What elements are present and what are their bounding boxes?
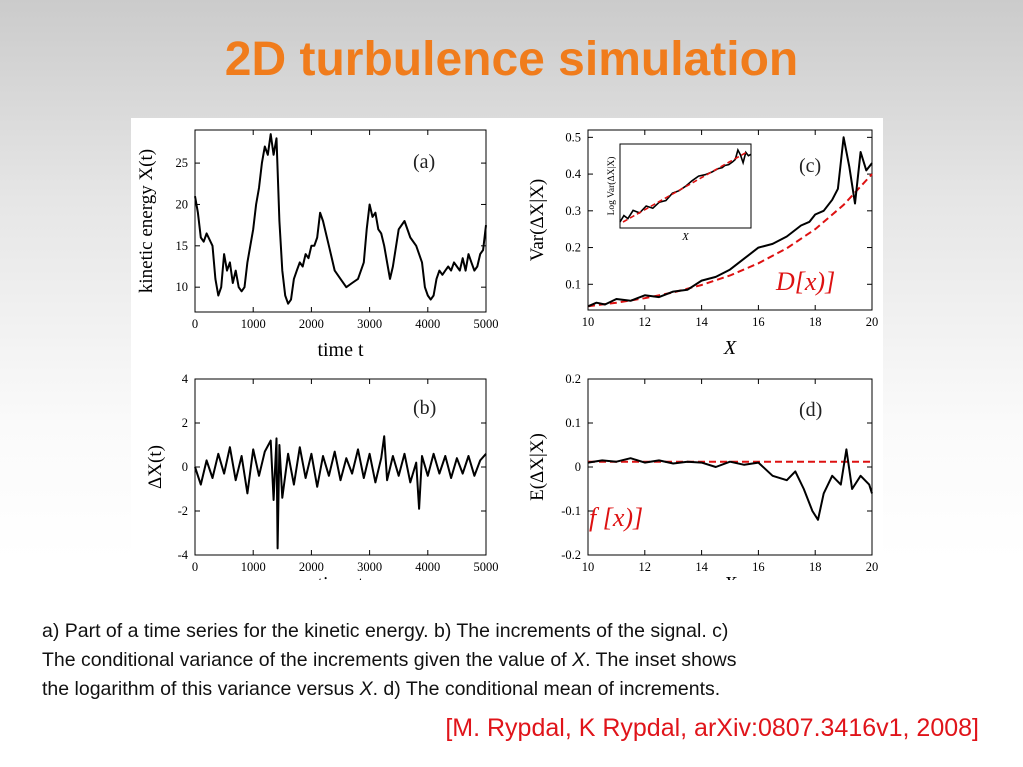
- x-tick-label-d: 20: [866, 560, 879, 574]
- panel-label-d: (d): [799, 399, 822, 421]
- x-tick-label-a: 5000: [474, 317, 499, 331]
- x-tick-label-a: 3000: [357, 317, 382, 331]
- y-tick-label-d: 0.1: [565, 416, 581, 430]
- y-tick-label-b: 2: [182, 416, 188, 430]
- series-line-a: [194, 133, 487, 305]
- x-tick-label-b: 3000: [357, 560, 382, 574]
- x-tick-label-a: 1000: [241, 317, 266, 331]
- x-tick-label-c: 12: [639, 315, 652, 329]
- x-tick-label-a: 0: [192, 317, 198, 331]
- x-tick-label-b: 2000: [299, 560, 324, 574]
- caption-line-3c: . d) The conditional mean of increments.: [372, 678, 721, 700]
- y-tick-label-a: 10: [176, 280, 189, 294]
- inset-series-line: [619, 147, 752, 223]
- caption-line-1: a) Part of a time series for the kinetic…: [42, 620, 729, 642]
- y-axis-label-d: E(ΔX|X): [527, 433, 548, 501]
- x-tick-label-b: 4000: [415, 560, 440, 574]
- caption-line-3a: the logarithm of this variance versus: [42, 678, 360, 700]
- y-tick-label-a: 15: [176, 239, 189, 253]
- y-axis-label-c: Var(ΔX|X): [527, 179, 548, 262]
- caption-line-2a: The conditional variance of the incremen…: [42, 649, 573, 671]
- x-axis-label-c: X: [723, 337, 737, 359]
- inset-x-label: X: [681, 231, 690, 243]
- x-tick-label-c: 20: [866, 315, 879, 329]
- plot-frame-c: [587, 129, 873, 311]
- y-tick-label-c: 0.1: [565, 277, 581, 291]
- x-tick-label-b: 5000: [474, 560, 499, 574]
- x-axis-label-b: time t: [317, 573, 364, 580]
- caption-line-2c: . The inset shows: [585, 649, 737, 671]
- x-axis-label-d: X: [723, 573, 737, 580]
- y-tick-label-d: 0.2: [565, 372, 581, 386]
- panel-label-b: (b): [413, 397, 436, 419]
- caption-line-2: The conditional variance of the incremen…: [42, 646, 992, 675]
- y-tick-label-d: -0.1: [561, 504, 581, 518]
- y-tick-label-b: 4: [182, 372, 189, 386]
- x-tick-label-a: 4000: [415, 317, 440, 331]
- x-tick-label-d: 16: [752, 560, 765, 574]
- y-tick-label-a: 25: [176, 156, 189, 170]
- panel-label-c: (c): [799, 155, 821, 177]
- plot-frame-a: [194, 129, 487, 313]
- y-tick-label-c: 0.4: [565, 167, 581, 181]
- figure-caption: a) Part of a time series for the kinetic…: [42, 617, 992, 704]
- series-line-c: [587, 136, 873, 308]
- y-tick-label-c: 0.5: [565, 130, 581, 144]
- citation: [M. Rypdal, K Rypdal, arXiv:0807.3416v1,…: [445, 714, 979, 742]
- caption-line-2b: X: [572, 649, 586, 671]
- y-tick-label-a: 20: [176, 197, 189, 211]
- caption-line-3: the logarithm of this variance versus X.…: [42, 675, 992, 704]
- series-line-b: [194, 435, 487, 550]
- y-tick-label-c: 0.2: [565, 241, 581, 255]
- figure-panel: 0 1000 2000 3000 4000 5000 10 15 20 25 (a) time t ki…: [131, 118, 883, 580]
- y-axis-label-b: ΔX(t): [145, 445, 166, 489]
- annotation-c: D[x)]: [775, 267, 835, 296]
- x-tick-label-b: 1000: [241, 560, 266, 574]
- y-tick-label-b: -2: [178, 504, 188, 518]
- x-tick-label-c: 18: [809, 315, 822, 329]
- y-tick-label-c: 0.3: [565, 204, 581, 218]
- x-tick-label-d: 10: [582, 560, 595, 574]
- x-tick-label-d: 12: [639, 560, 652, 574]
- annotation-d: f [x)]: [589, 503, 643, 532]
- x-tick-label-d: 14: [695, 560, 708, 574]
- x-tick-label-d: 18: [809, 560, 822, 574]
- panel-label-a: (a): [413, 151, 435, 173]
- y-tick-label-d: 0: [575, 460, 581, 474]
- x-tick-label-c: 16: [752, 315, 765, 329]
- y-tick-label-b: -4: [178, 548, 189, 562]
- caption-line-3b: X: [359, 678, 373, 700]
- inset-y-label: Log Var(ΔX|X): [606, 157, 617, 216]
- x-axis-label-a: time t: [317, 339, 364, 361]
- slide-title: 2D turbulence simulation: [224, 33, 799, 86]
- x-tick-label-b: 0: [192, 560, 198, 574]
- y-tick-label-b: 0: [182, 460, 188, 474]
- x-tick-label-c: 10: [582, 315, 595, 329]
- series-line-d: [587, 448, 873, 521]
- x-tick-label-a: 2000: [299, 317, 324, 331]
- x-tick-label-c: 14: [695, 315, 708, 329]
- y-axis-label-a: kinetic energy X(t): [136, 149, 157, 293]
- y-tick-label-d: -0.2: [561, 548, 581, 562]
